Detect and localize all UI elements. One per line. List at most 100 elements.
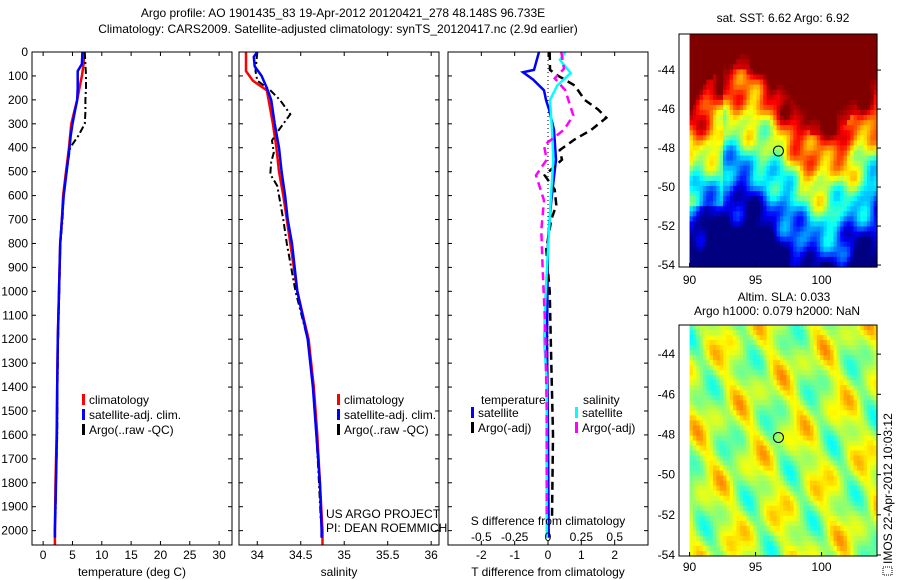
map-cell [789,59,794,65]
map-cell [759,125,764,131]
map-cell [866,460,871,467]
map-cell [696,125,701,131]
map-cell [706,69,711,76]
map-cell [850,465,855,472]
map-cell [723,201,727,207]
map-cell [870,59,875,65]
map-cell [789,69,794,76]
map-cell [779,64,784,71]
map-cell [796,485,801,492]
map-cell [706,236,711,243]
map-cell [689,435,694,442]
map-cell [706,350,711,356]
map-cell [856,140,861,147]
map-cell [756,170,761,177]
legend-label: climatology [344,393,404,407]
map-cell [806,64,811,71]
map-cell [709,165,714,172]
map-cell [810,221,815,228]
map-cell [843,54,848,60]
map-cell [826,420,831,427]
map-cell [846,365,851,371]
map-cell [696,44,701,50]
map-cell [786,450,791,457]
map-cell [689,360,694,366]
sal-satellite-line [252,51,323,538]
map-cell [756,345,761,351]
map-cell [696,490,701,497]
map-cell [783,226,788,233]
map-cell [840,415,845,422]
map-cell [783,455,788,462]
map-cell [773,475,778,482]
map-cell [743,455,748,462]
map-cell [712,165,717,172]
map-cell [733,465,738,472]
map-cell [789,440,794,447]
map-cell [736,515,741,522]
map-cell [759,160,764,167]
map-cell [739,74,744,81]
map-cell [733,485,738,492]
y-tick-label: 0 [21,45,28,59]
map-cell [723,440,727,447]
map-cell [699,470,704,477]
map-cell [789,455,794,462]
map-cell [796,44,801,50]
map-cell [833,79,838,86]
map-cell [783,201,788,207]
axes-frame [238,51,440,546]
map-cell [726,495,731,502]
map-cell [840,74,845,81]
map-cell [726,450,731,457]
map-cell [843,455,848,462]
map-cell [870,355,875,361]
map-cell [800,160,804,167]
map-cell [783,460,788,467]
map-cell [743,420,748,427]
map-cell [729,44,734,50]
map-cell [810,375,815,381]
map-cell [833,125,838,131]
map-cell [853,395,858,401]
map-cell [820,405,825,411]
map-cell [800,330,804,336]
map-cell [803,365,808,371]
map-cell [719,150,724,157]
map-cell [856,231,861,238]
map-cell [723,500,727,507]
map-cell [689,340,694,346]
map-cell [793,345,798,351]
map-cell [843,440,848,447]
map-cell [863,465,868,472]
map-cell [833,380,838,386]
map-cell [723,385,727,391]
map-cell [813,201,818,207]
map-cell [736,39,741,45]
map-cell [766,180,771,187]
map-cell [813,125,818,131]
map-cell [759,400,764,406]
map-cell [689,460,694,467]
map-cell [840,150,845,157]
map-cell [846,475,851,482]
map-cell [810,470,815,477]
map-cell [756,99,761,106]
map-cell [743,221,748,228]
map-cell [793,201,798,207]
map-cell [783,495,788,502]
map-cell [689,59,694,65]
map-cell [723,79,727,86]
map-cell [810,475,815,482]
map-cell [789,475,794,482]
map-cell [830,99,835,106]
map-cell [726,355,731,361]
map-cell [840,160,845,167]
map-cell [793,500,798,507]
map-cell [836,360,841,366]
map-cell [689,420,694,427]
map-cell [826,79,831,86]
map-cell [840,145,845,152]
map-cell [846,155,851,162]
map-cell [689,191,694,197]
